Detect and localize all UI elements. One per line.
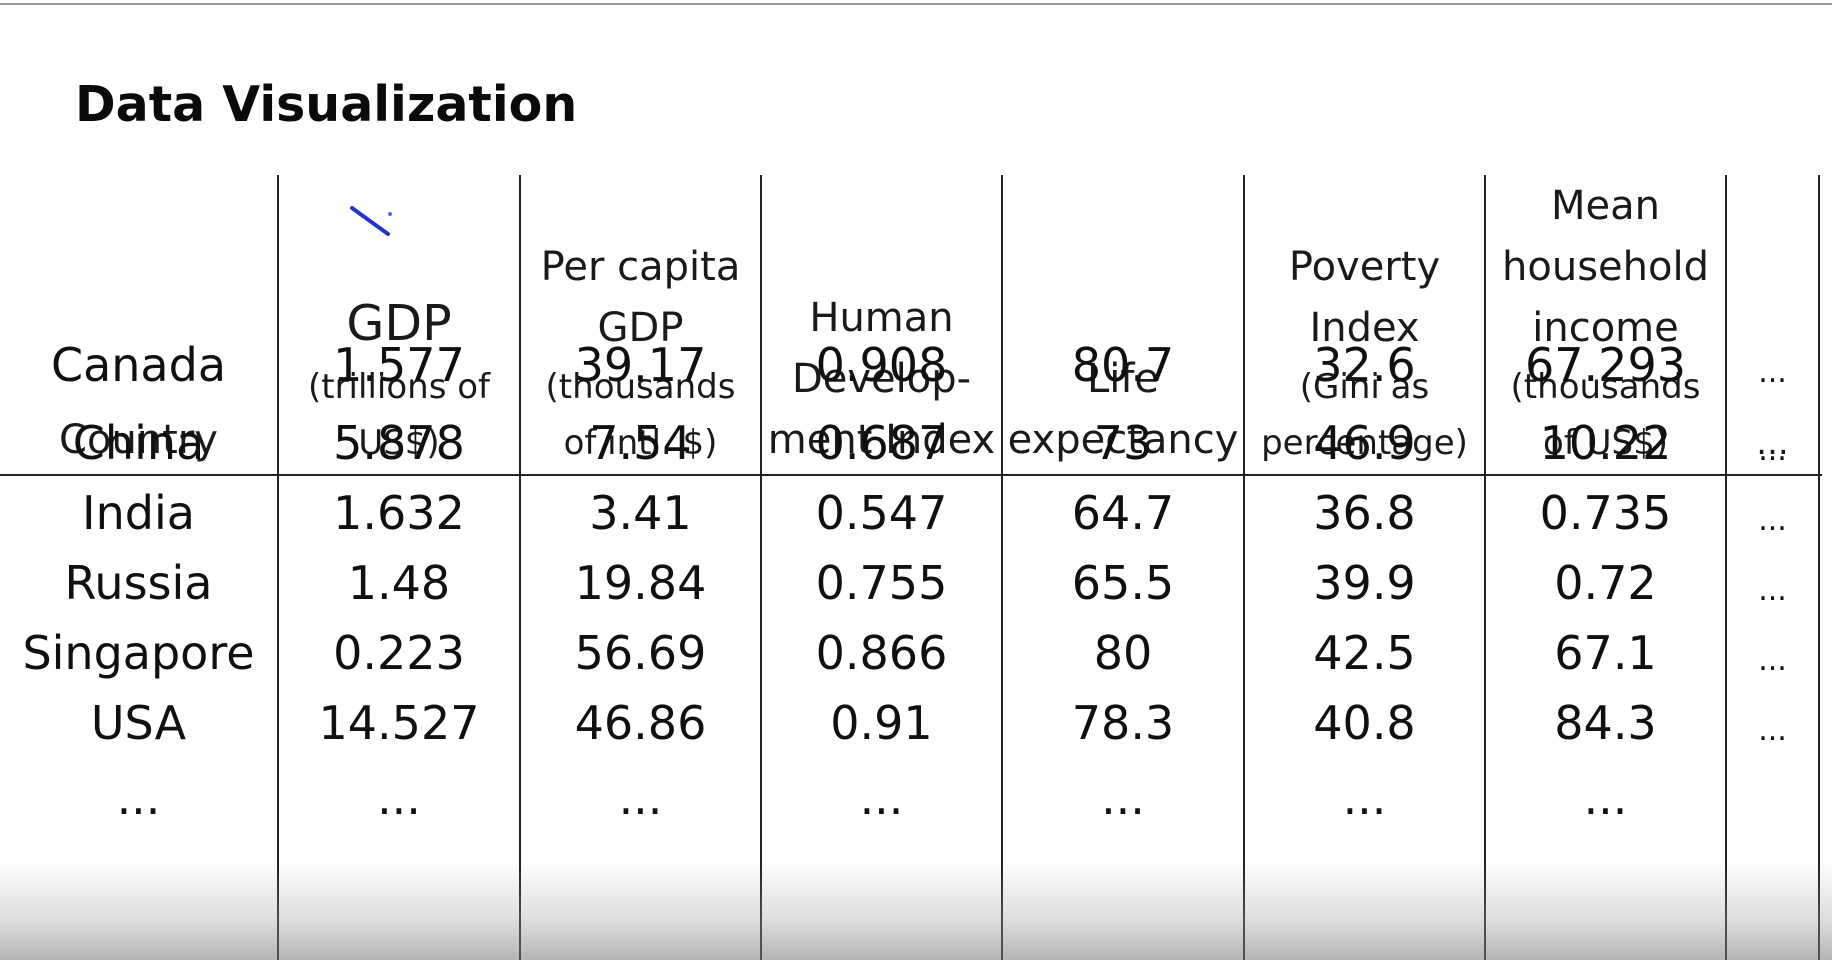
table-cell: ... [1758, 643, 1787, 678]
header-income-line: (thousands [1510, 367, 1701, 407]
header-income-line: Mean [1551, 183, 1660, 229]
table-cell: ... [1101, 771, 1145, 825]
header-per-capita-line: of intl. $) [563, 423, 718, 463]
table-cell: 14.527 [318, 696, 480, 750]
header-ellipsis: ... [1756, 423, 1789, 463]
table-cell: 0.908 [815, 338, 948, 392]
table-cell: 36.8 [1313, 486, 1416, 540]
column-divider [760, 175, 762, 960]
table-cell: 0.72 [1554, 556, 1657, 610]
table-cell: 32.6 [1313, 338, 1416, 392]
table-cell: ... [1758, 433, 1787, 468]
header-hdi: Human Develop- ment Index [762, 175, 1001, 471]
header-poverty-line: percentage) [1261, 423, 1468, 463]
table-cell: 56.69 [574, 626, 707, 680]
column-divider [1484, 175, 1486, 960]
table-cell: 67.1 [1554, 626, 1657, 680]
table-cell-country: India [82, 486, 195, 540]
header-hdi-line: Develop- [791, 356, 972, 402]
column-divider [1725, 175, 1727, 960]
header-poverty-line: (Gini as [1299, 367, 1430, 407]
page-title: Data Visualization [75, 76, 578, 133]
header-per-capita-line: Per capita [540, 244, 741, 290]
table-cell: 42.5 [1313, 626, 1416, 680]
table-cell: ... [377, 771, 421, 825]
table-cell: 19.84 [574, 556, 707, 610]
table-cell: 3.41 [589, 486, 692, 540]
table-cell: ... [1583, 771, 1628, 825]
table-cell: 40.8 [1313, 696, 1416, 750]
header-poverty-index: Poverty Index (Gini as percentage) [1245, 175, 1484, 471]
table-cell: 73 [1093, 416, 1153, 470]
data-table: Country GDP (trillions of US$) Per capit… [0, 175, 1832, 960]
column-divider [1243, 175, 1245, 960]
header-hdi-line: Human [809, 295, 954, 341]
column-divider [1001, 175, 1003, 960]
header-income-line: of US$) [1543, 423, 1668, 463]
column-divider [277, 175, 279, 960]
table-cell-country: Canada [50, 338, 227, 392]
header-per-capita-line: (thousands [545, 367, 736, 407]
table-cell: 67.293 [1525, 338, 1686, 392]
header-life-line: expectancy [1007, 417, 1239, 463]
table-cell-country: ... [116, 771, 161, 825]
header-income-line: household [1502, 244, 1709, 290]
top-border-line [0, 3, 1832, 5]
table-cell: ... [1342, 771, 1387, 825]
table-cell: 39.17 [574, 338, 707, 392]
column-divider [1818, 175, 1820, 960]
table-cell-country: Russia [64, 556, 213, 610]
table-cell: 0.223 [333, 626, 465, 680]
header-gdp-main: GDP [346, 295, 452, 352]
table-cell: ... [618, 771, 663, 825]
table-cell: 64.7 [1071, 486, 1175, 540]
table-cell: 5.878 [333, 416, 465, 470]
table-cell: 1.48 [347, 556, 451, 610]
table-cell: 80.7 [1071, 338, 1175, 392]
table-cell: 0.755 [815, 556, 948, 610]
table-cell: 65.5 [1071, 556, 1175, 610]
header-per-capita-gdp: Per capita GDP (thousands of intl. $) [521, 175, 760, 471]
table-cell-country: Singapore [22, 626, 255, 680]
table-cell: 0.735 [1539, 486, 1672, 540]
header-underline [0, 474, 1822, 476]
header-hdi-line: ment Index [767, 417, 996, 463]
header-income-line: income [1532, 305, 1679, 351]
table-cell: 0.91 [830, 696, 933, 750]
header-gdp-line: (trillions of [307, 367, 490, 407]
table-cell: ... [1758, 503, 1787, 538]
table-cell: 80 [1093, 626, 1153, 680]
table-cell: 84.3 [1554, 696, 1657, 750]
table-cell: ... [1758, 573, 1787, 608]
table-cell: ... [1758, 713, 1787, 748]
table-cell: 0.687 [815, 416, 948, 470]
header-gdp-line: US$) [358, 423, 440, 463]
header-life-line: Life [1086, 356, 1160, 402]
table-cell-country: USA [90, 696, 187, 750]
table-cell: 0.547 [815, 486, 948, 540]
header-poverty-line: Index [1309, 305, 1420, 351]
table-cell: 1.632 [333, 486, 465, 540]
header-more-columns: ... [1727, 175, 1818, 471]
table-cell-country: China [72, 416, 205, 470]
header-mean-household-income: Mean household income (thousands of US$) [1486, 175, 1725, 471]
table-cell: 46.9 [1313, 416, 1416, 470]
column-divider [519, 175, 521, 960]
table-cell: ... [1758, 355, 1787, 390]
table-cell: 78.3 [1071, 696, 1175, 750]
header-per-capita-line: GDP [597, 305, 684, 351]
header-gdp: GDP (trillions of US$) [279, 175, 519, 471]
table-cell: ... [859, 771, 904, 825]
header-country-label: Country [59, 417, 218, 463]
table-cell: 1.577 [333, 338, 465, 392]
table-cell: 0.866 [815, 626, 948, 680]
table-cell: 7.54 [589, 416, 692, 470]
header-life-expectancy: Life expectancy [1003, 175, 1243, 471]
table-cell: 39.9 [1313, 556, 1416, 610]
header-country: Country [0, 175, 277, 471]
pen-annotation-mark [350, 206, 392, 236]
table-cell: 46.86 [574, 696, 707, 750]
table-cell: 10.22 [1539, 416, 1672, 470]
header-poverty-line: Poverty [1288, 244, 1441, 290]
